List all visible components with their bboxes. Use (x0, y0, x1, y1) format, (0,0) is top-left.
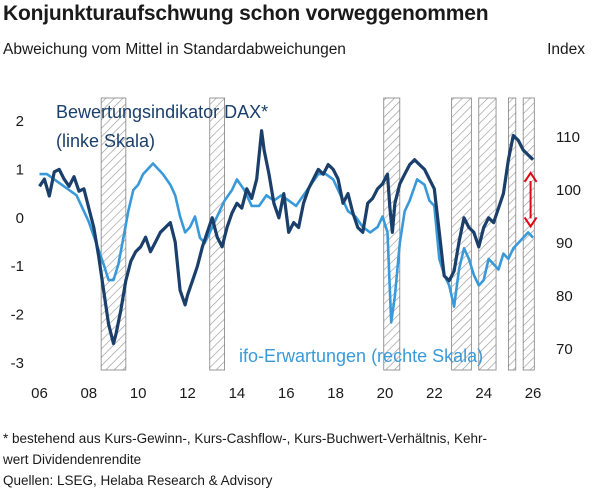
footnotes: * bestehend aus Kurs-Gewinn-, Kurs-Cashf… (3, 428, 593, 491)
x-tick-label: 26 (525, 385, 542, 402)
axis-ticks: 06 08 10 12 14 16 18 20 22 24 26210-1-2-3110100908… (11, 113, 581, 402)
gap-arrow-head-bottom (523, 216, 538, 229)
gap-arrow (523, 171, 538, 229)
ifo-annotation: ifo-Erwartungen (rechte Skala) (239, 346, 483, 366)
x-tick-label: 16 (278, 385, 295, 402)
y-left-tick-label: -1 (11, 258, 24, 275)
right-axis-unit-label: Index (547, 41, 585, 58)
dax-valuation-line (38, 129, 535, 346)
y-right-tick-label: 110 (556, 129, 580, 146)
shaded-period-4 (478, 97, 497, 371)
gap-arrow-head-top (523, 171, 538, 183)
y-left-tick-label: 0 (16, 210, 24, 227)
x-tick-label: 12 (179, 385, 196, 402)
x-tick-label: 06 (31, 385, 48, 402)
left-axis-unit-label: Abweichung vom Mittel in Standardabweich… (3, 41, 346, 58)
dax-annotation-line1: Bewertungsindikator DAX* (56, 102, 268, 122)
footnote-line2: wert Dividendenrendite (3, 452, 142, 467)
y-right-tick-label: 90 (556, 235, 573, 252)
dax-annotation-line2: (linke Skala) (56, 131, 155, 151)
y-right-tick-label: 80 (556, 288, 573, 305)
x-tick-label: 08 (80, 385, 97, 402)
source-note: Quellen: LSEG, Helaba Research & Advisor… (3, 473, 273, 488)
x-tick-label: 22 (426, 385, 443, 402)
y-left-tick-label: 2 (16, 113, 24, 130)
chart-area: 06 08 10 12 14 16 18 20 22 24 26210-1-2-3110100908… (11, 97, 581, 402)
x-tick-label: 20 (377, 385, 394, 402)
shaded-period-0 (100, 97, 127, 371)
x-tick-label: 14 (229, 385, 246, 402)
series-lines (38, 129, 535, 346)
shaded-period-2 (383, 97, 401, 371)
y-right-tick-label: 70 (556, 341, 573, 358)
shaded-period-5 (507, 97, 517, 371)
annotations: Bewertungsindikator DAX* (linke Skala) i… (56, 102, 483, 366)
footnote-line1: * bestehend aus Kurs-Gewinn-, Kurs-Cashf… (3, 431, 487, 446)
chart-title: Konjunkturaufschwung schon vorweggenomme… (3, 2, 489, 25)
shaded-periods (100, 97, 535, 371)
x-tick-label: 18 (327, 385, 344, 402)
ifo-expectations-line (39, 162, 535, 324)
y-left-tick-label: -2 (11, 307, 24, 324)
y-right-tick-label: 100 (556, 182, 581, 199)
x-tick-label: 24 (475, 385, 492, 402)
x-tick-label: 10 (130, 385, 147, 402)
y-left-tick-label: 1 (16, 161, 24, 178)
y-left-tick-label: -3 (11, 355, 24, 372)
